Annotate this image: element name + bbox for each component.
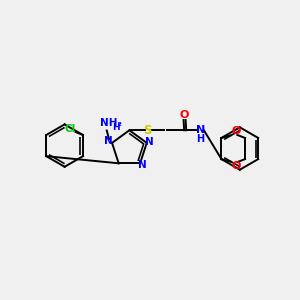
Text: N: N	[104, 136, 112, 146]
Text: O: O	[232, 126, 241, 136]
Text: N: N	[137, 160, 146, 170]
Text: H: H	[112, 123, 119, 132]
Text: H: H	[196, 134, 204, 143]
Text: O: O	[180, 110, 189, 120]
Text: S: S	[143, 124, 152, 137]
Text: NH₂: NH₂	[100, 118, 122, 128]
Text: O: O	[232, 160, 241, 171]
Text: N: N	[145, 137, 154, 147]
Text: Cl: Cl	[64, 124, 75, 134]
Text: N: N	[196, 125, 205, 135]
